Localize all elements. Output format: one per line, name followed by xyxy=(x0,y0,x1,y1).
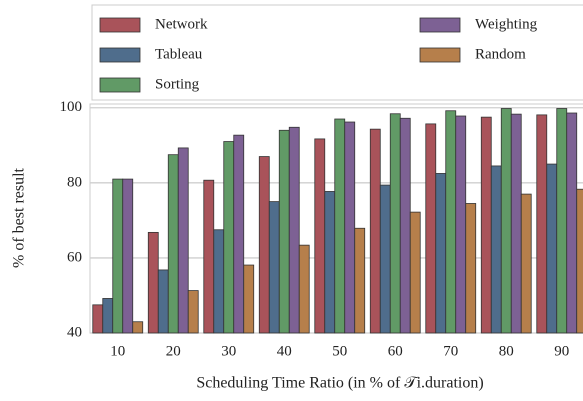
bar xyxy=(92,304,104,334)
bar xyxy=(268,201,280,334)
bar xyxy=(278,129,290,334)
bar xyxy=(147,231,159,334)
x-tick-label: 90 xyxy=(554,343,569,359)
bar xyxy=(465,203,477,334)
legend-label: Random xyxy=(475,46,526,62)
legend-box xyxy=(91,4,583,101)
legend-swatch xyxy=(99,47,141,63)
bar xyxy=(480,116,492,334)
bar xyxy=(213,229,225,334)
bar xyxy=(379,184,391,334)
bar xyxy=(314,138,326,334)
bar xyxy=(233,134,245,334)
x-tick-label: 80 xyxy=(499,343,514,359)
bar xyxy=(288,126,300,334)
y-tick-label: 100 xyxy=(60,99,83,115)
bar xyxy=(566,112,578,334)
x-tick-label: 20 xyxy=(166,343,181,359)
x-tick-label: 70 xyxy=(443,343,458,359)
bar xyxy=(520,193,532,334)
legend-swatch xyxy=(419,17,461,33)
legend-label: Tableau xyxy=(155,46,203,62)
bar xyxy=(258,156,270,334)
bar xyxy=(122,178,134,334)
bar xyxy=(556,108,568,334)
bar xyxy=(399,117,411,334)
bar xyxy=(132,321,144,334)
bar xyxy=(177,147,189,334)
bar xyxy=(445,110,457,334)
bar xyxy=(354,227,366,334)
x-tick-label: 30 xyxy=(221,343,236,359)
x-tick-label: 10 xyxy=(110,343,125,359)
bar xyxy=(435,173,447,334)
bar xyxy=(576,188,583,334)
bar xyxy=(500,108,512,334)
x-tick-label: 60 xyxy=(388,343,403,359)
legend-label: Weighting xyxy=(475,16,538,32)
x-tick-label: 40 xyxy=(277,343,292,359)
bar xyxy=(157,269,169,334)
legend-label: Sorting xyxy=(155,76,200,92)
bar xyxy=(167,154,179,334)
bar xyxy=(203,179,215,334)
bar xyxy=(102,298,114,334)
bar xyxy=(409,211,421,334)
bar xyxy=(455,115,467,334)
bar xyxy=(298,244,310,334)
bar xyxy=(369,128,381,334)
legend-swatch xyxy=(99,77,141,93)
y-tick-label: 40 xyxy=(67,324,82,340)
bar xyxy=(243,264,255,334)
bar xyxy=(536,114,548,334)
bar xyxy=(334,118,346,334)
bar xyxy=(324,191,336,334)
bar xyxy=(389,113,401,334)
y-tick-label: 80 xyxy=(67,174,82,190)
bar xyxy=(344,121,356,334)
y-axis-label: % of best result xyxy=(11,167,28,268)
legend-swatch xyxy=(99,17,141,33)
bar xyxy=(187,290,199,334)
y-tick-label: 60 xyxy=(67,249,82,265)
legend-swatch xyxy=(419,47,461,63)
legend-label: Network xyxy=(155,16,208,32)
bar xyxy=(425,123,437,334)
bar xyxy=(490,165,502,334)
bar xyxy=(112,178,124,334)
bar xyxy=(223,141,235,334)
bar xyxy=(546,163,558,334)
x-axis-label: Scheduling Time Ratio (in % of 𝒯i.durati… xyxy=(196,375,483,392)
x-tick-label: 50 xyxy=(332,343,347,359)
bar xyxy=(510,113,522,334)
